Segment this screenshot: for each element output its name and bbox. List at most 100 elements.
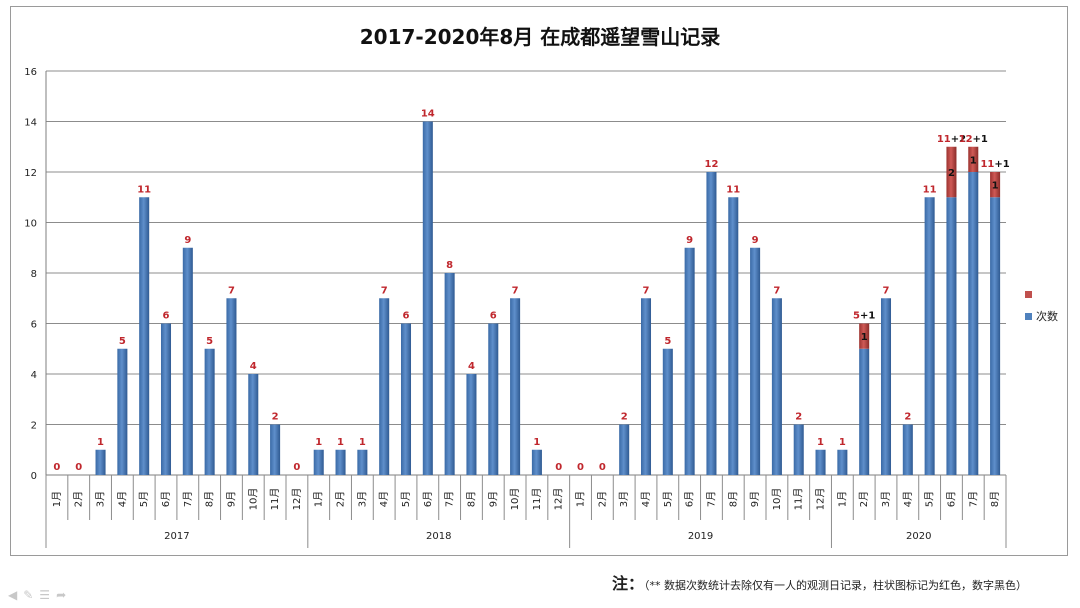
- image-toolbar[interactable]: ◀✎☰➦: [8, 588, 72, 602]
- segment-label: 1: [861, 332, 868, 343]
- data-label-value: 5: [853, 311, 860, 322]
- bar: [706, 172, 717, 475]
- data-label: 1: [817, 437, 824, 448]
- bar-segment: [946, 146, 957, 198]
- data-label: 5: [206, 336, 213, 347]
- data-label-value: 7: [773, 285, 780, 296]
- arrow-left-icon[interactable]: ◀: [8, 588, 24, 602]
- share-icon[interactable]: ➦: [56, 588, 73, 602]
- y-tick-label: 14: [24, 118, 37, 129]
- group-label: 2020: [906, 531, 931, 542]
- y-tick-label: 10: [24, 219, 37, 230]
- bar: [662, 348, 673, 475]
- data-label: 11: [923, 184, 937, 195]
- pen-icon[interactable]: ✎: [23, 588, 40, 602]
- data-label-value: 9: [184, 235, 191, 246]
- bar: [510, 298, 521, 475]
- x-tick-label: 2月: [335, 491, 347, 507]
- y-tick-label: 4: [31, 370, 37, 381]
- data-label-value: 11: [726, 184, 740, 195]
- data-label-value: 8: [446, 260, 453, 271]
- data-label: 0: [53, 462, 60, 473]
- x-tick-label: 5月: [400, 491, 412, 507]
- bar: [444, 273, 455, 475]
- data-label-value: 11: [923, 184, 937, 195]
- data-label-value: 11: [980, 159, 994, 170]
- footnote-head: 注：: [612, 574, 645, 593]
- legend-label: 次数: [1036, 309, 1058, 323]
- footnote-body: （** 数据次数统计去除仅有一人的观测日记录，柱状图标记为红色，数字黑色）: [644, 579, 1028, 592]
- data-label: 8: [446, 260, 453, 271]
- x-tick-label: 6月: [160, 491, 172, 507]
- x-tick-label: 1月: [51, 491, 63, 507]
- data-label: 7: [773, 285, 780, 296]
- bar: [400, 323, 412, 475]
- legend: 次数: [1025, 291, 1058, 323]
- data-label: 0: [555, 462, 562, 473]
- chart-title: 2017-2020年8月 在成都遥望雪山记录: [360, 25, 721, 49]
- data-label-extra: +1: [860, 311, 875, 322]
- data-label: 0: [75, 462, 82, 473]
- x-tick-label: 7月: [705, 491, 717, 507]
- data-label: 4: [468, 361, 475, 372]
- group-label: 2018: [426, 531, 451, 542]
- legend-swatch: [1025, 291, 1032, 298]
- x-tick-label: 10月: [247, 488, 259, 511]
- bar: [95, 449, 106, 475]
- bar: [640, 298, 652, 475]
- x-tick-label: 2月: [858, 491, 870, 507]
- data-label: 1: [337, 437, 344, 448]
- y-tick-label: 0: [31, 471, 37, 482]
- data-label: 2: [621, 412, 628, 423]
- data-label-extra: +2: [951, 134, 966, 145]
- data-label: 1: [315, 437, 322, 448]
- bar-segment: [968, 146, 979, 172]
- data-label: 12: [704, 159, 718, 170]
- bars: [95, 121, 1001, 475]
- x-tick-label: 4月: [116, 491, 128, 507]
- stack-icon[interactable]: ☰: [39, 588, 57, 602]
- data-label-value: 7: [381, 285, 388, 296]
- x-tick-label: 1月: [313, 491, 325, 507]
- data-label: 11: [137, 184, 151, 195]
- x-tick-label: 9月: [487, 491, 499, 507]
- bar: [728, 197, 739, 475]
- data-label: 11+1: [980, 159, 1009, 170]
- bar-segment: [990, 172, 1001, 198]
- x-tick-label: 7月: [444, 491, 456, 507]
- data-label-value: 1: [839, 437, 846, 448]
- x-tick-label: 5月: [924, 491, 936, 507]
- x-tick-label: 12月: [553, 488, 565, 511]
- y-tick-label: 12: [24, 168, 37, 179]
- data-label-value: 0: [577, 462, 584, 473]
- data-label-value: 1: [817, 437, 824, 448]
- x-tick-label: 12月: [291, 488, 303, 511]
- data-label-value: 9: [752, 235, 759, 246]
- y-tick-label: 2: [31, 421, 37, 432]
- x-tick-label: 4月: [378, 491, 390, 507]
- bar: [837, 449, 848, 475]
- x-tick-label: 1月: [836, 491, 848, 507]
- x-tick-label: 6月: [684, 491, 696, 507]
- data-label: 9: [184, 235, 191, 246]
- data-label-value: 5: [664, 336, 671, 347]
- y-tick-label: 16: [24, 67, 37, 78]
- data-label-value: 12: [704, 159, 718, 170]
- bar: [335, 449, 346, 475]
- bar: [924, 197, 935, 475]
- data-label-value: 5: [206, 336, 213, 347]
- data-label: 7: [883, 285, 890, 296]
- bar: [684, 247, 695, 475]
- segment-label: 1: [970, 155, 977, 166]
- x-tick-label: 6月: [945, 491, 957, 507]
- x-tick-label: 2月: [596, 491, 608, 507]
- data-label-extra: +1: [994, 159, 1009, 170]
- x-tick-label: 3月: [95, 491, 107, 507]
- data-label-value: 1: [97, 437, 104, 448]
- bar: [968, 172, 979, 475]
- x-tick-label: 3月: [356, 491, 368, 507]
- data-label-value: 0: [599, 462, 606, 473]
- x-tick-label: 11月: [269, 488, 281, 511]
- bar: [160, 323, 172, 475]
- data-label: 5+1: [853, 311, 875, 322]
